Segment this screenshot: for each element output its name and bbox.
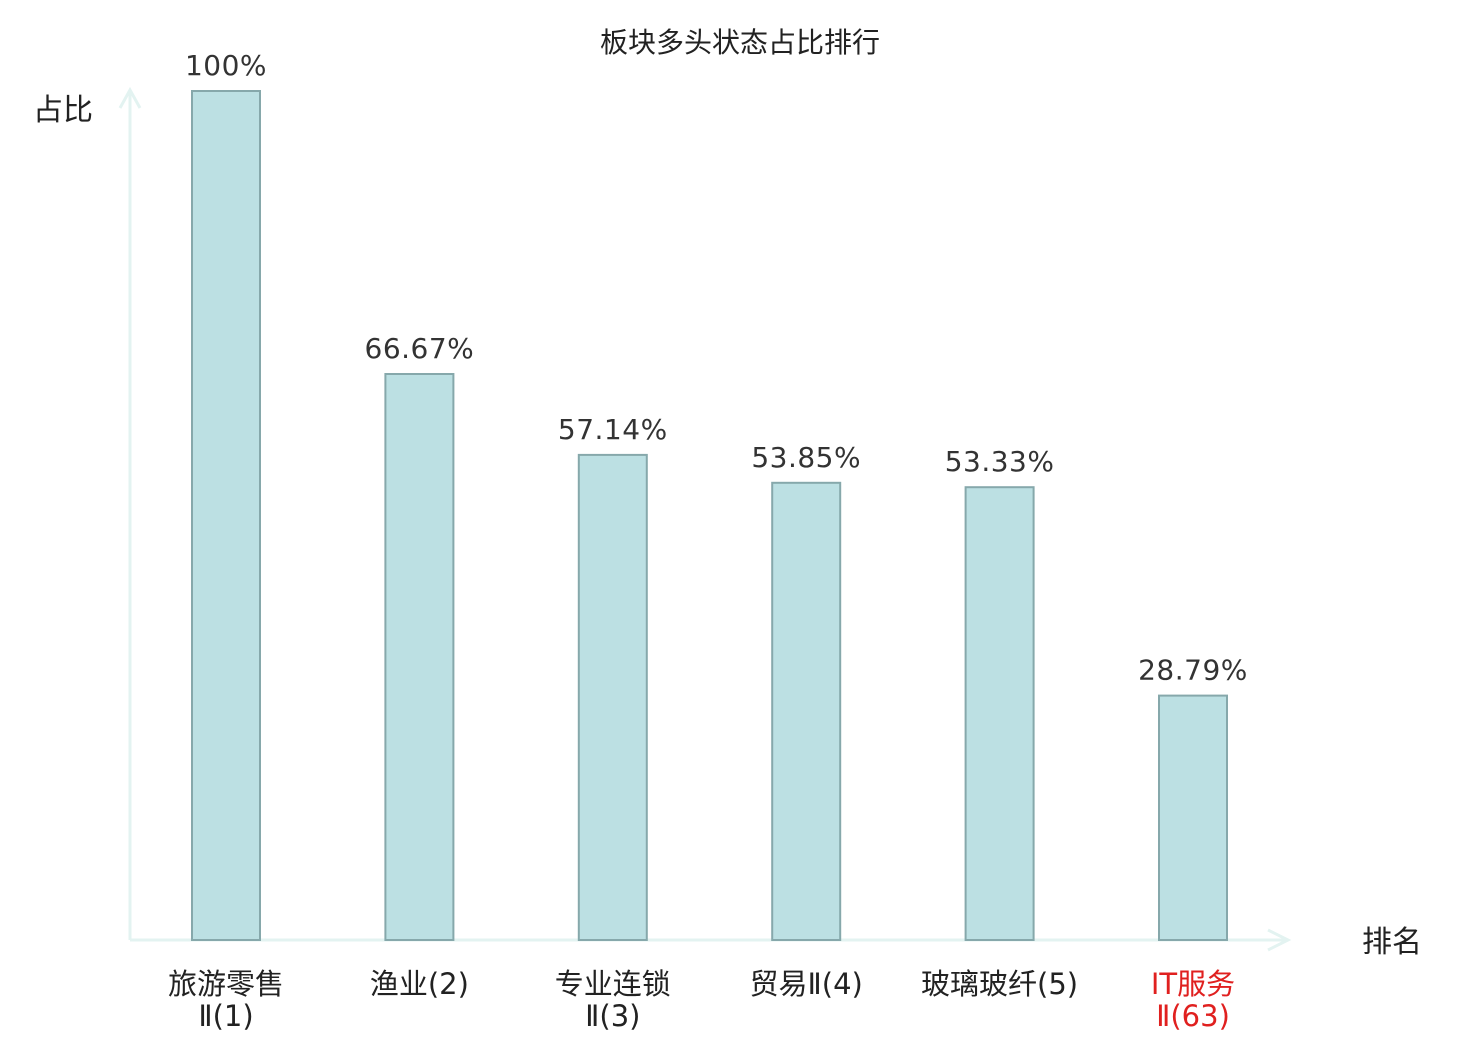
x-axis-title: 排名 [1362,925,1422,960]
value-labels: 100% 66.67% 57.14% 53.85% 53.33% 28.79% [185,49,1248,687]
bars [191,90,1228,941]
category-label: 玻璃玻纤(5) [921,967,1078,1001]
y-axis-title: 占比 [33,93,93,128]
category-label: IT服务 Ⅱ(63) [1151,967,1235,1033]
bar [1158,694,1228,941]
value-label: 53.85% [751,441,861,474]
category-labels: 旅游零售 Ⅱ(1) 渔业(2) 专业连锁 Ⅱ(3) 贸易Ⅱ(4) 玻璃玻纤(5) IT服务 Ⅱ(… [168,967,1235,1033]
category-label: 专业连锁 Ⅱ(3) [555,967,671,1033]
bar [384,373,455,941]
value-label: 53.33% [945,445,1055,478]
chart-title: 板块多头状态占比排行 [600,26,880,59]
x-axis-arrow [1267,928,1292,952]
bar [771,481,842,941]
bar [577,453,648,941]
category-label: 旅游零售 Ⅱ(1) [168,967,284,1033]
value-label: 66.67% [365,332,475,365]
y-axis-arrow [118,86,142,109]
bar [964,486,1035,941]
value-label: 57.14% [558,413,668,446]
value-label: 28.79% [1138,654,1248,687]
category-label: 贸易Ⅱ(4) [750,967,863,1001]
value-label: 100% [185,49,267,82]
axes [118,86,1292,952]
category-label: 渔业(2) [370,967,469,1001]
bar [191,90,261,941]
